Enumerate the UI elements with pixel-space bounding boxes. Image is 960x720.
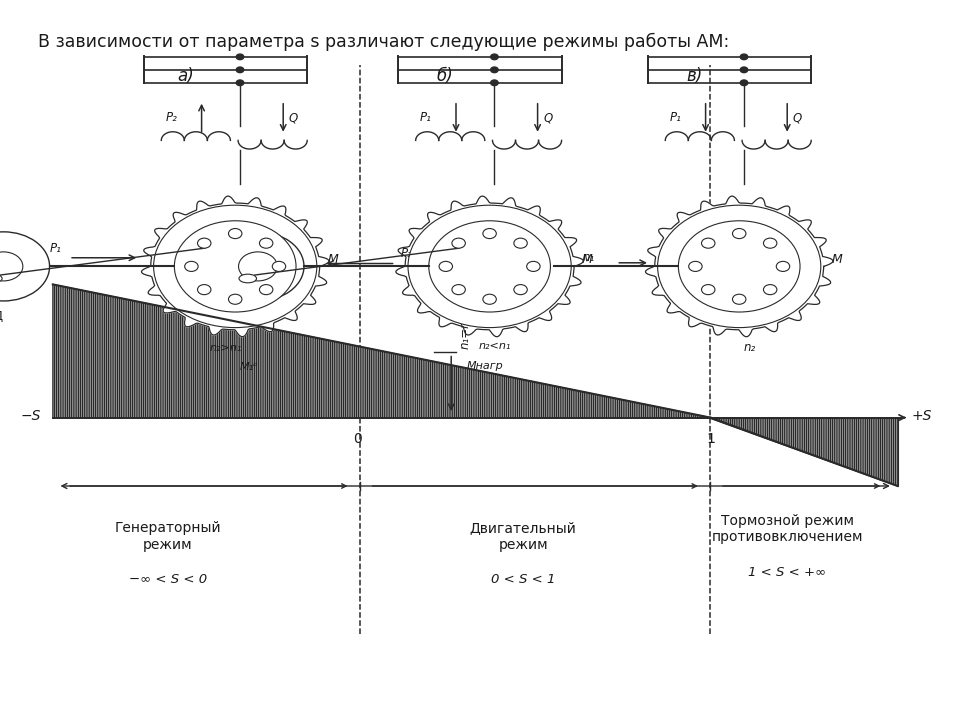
Text: P₁: P₁: [670, 111, 682, 125]
Text: +S: +S: [912, 409, 932, 423]
Ellipse shape: [239, 274, 256, 283]
Circle shape: [238, 252, 277, 281]
Polygon shape: [396, 196, 584, 337]
Circle shape: [212, 232, 304, 301]
Text: Q: Q: [543, 111, 553, 125]
Circle shape: [439, 261, 452, 271]
Text: n₁: n₁: [583, 251, 595, 264]
Text: Q: Q: [793, 111, 803, 125]
Text: 1: 1: [706, 432, 715, 446]
Text: P₂: P₂: [166, 111, 178, 125]
Polygon shape: [710, 418, 898, 486]
Circle shape: [491, 80, 498, 86]
Text: ПД: ПД: [0, 310, 4, 323]
Text: Q: Q: [289, 111, 299, 125]
Polygon shape: [645, 196, 833, 337]
Text: М: М: [582, 253, 592, 266]
Circle shape: [429, 221, 550, 312]
Text: В зависимости от параметра s различают следующие режимы работы АМ:: В зависимости от параметра s различают с…: [38, 32, 730, 50]
Circle shape: [763, 238, 777, 248]
Text: 0 < S < 1: 0 < S < 1: [491, 573, 556, 586]
Text: ИМ: ИМ: [257, 310, 277, 323]
Text: 0: 0: [352, 432, 362, 446]
Circle shape: [236, 80, 244, 86]
Circle shape: [452, 284, 466, 294]
Circle shape: [688, 261, 702, 271]
Circle shape: [527, 261, 540, 271]
Text: М: М: [831, 253, 842, 266]
Text: Двигательный
режим: Двигательный режим: [469, 521, 577, 552]
Circle shape: [740, 54, 748, 60]
Circle shape: [0, 232, 50, 301]
Circle shape: [228, 228, 242, 238]
Circle shape: [236, 67, 244, 73]
Text: в): в): [686, 67, 703, 85]
Text: М: М: [327, 253, 338, 266]
Text: Мнагр: Мнагр: [467, 361, 503, 371]
Text: −S: −S: [21, 409, 41, 423]
Circle shape: [679, 221, 800, 312]
Circle shape: [702, 238, 715, 248]
Circle shape: [702, 284, 715, 294]
Text: −∞ < S < 0: −∞ < S < 0: [129, 573, 207, 586]
Text: б): б): [437, 67, 453, 85]
Circle shape: [408, 205, 571, 328]
Text: Генераторный
режим: Генераторный режим: [114, 521, 222, 552]
Circle shape: [483, 294, 496, 305]
Circle shape: [514, 238, 527, 248]
Circle shape: [732, 294, 746, 305]
Text: а): а): [178, 67, 194, 85]
Circle shape: [236, 54, 244, 60]
Circle shape: [491, 67, 498, 73]
Text: P₂: P₂: [400, 247, 412, 260]
Circle shape: [763, 284, 777, 294]
Circle shape: [198, 238, 211, 248]
Circle shape: [658, 205, 821, 328]
Text: n₂: n₂: [744, 341, 756, 354]
Text: 1 < S < +∞: 1 < S < +∞: [748, 566, 827, 579]
Circle shape: [452, 238, 466, 248]
Polygon shape: [53, 284, 710, 418]
Circle shape: [154, 205, 317, 328]
Circle shape: [259, 284, 273, 294]
Circle shape: [740, 80, 748, 86]
Circle shape: [514, 284, 527, 294]
Circle shape: [0, 252, 23, 281]
Circle shape: [198, 284, 211, 294]
Circle shape: [740, 67, 748, 73]
Circle shape: [483, 228, 496, 238]
Text: P₁: P₁: [420, 111, 432, 125]
Text: n₁=n₂: n₁=n₂: [459, 314, 472, 348]
Circle shape: [228, 294, 242, 305]
Ellipse shape: [0, 274, 2, 283]
Text: Тормозной режим
противовключением: Тормозной режим противовключением: [711, 514, 863, 544]
Circle shape: [184, 261, 198, 271]
Circle shape: [777, 261, 790, 271]
Circle shape: [259, 238, 273, 248]
Circle shape: [491, 54, 498, 60]
Circle shape: [732, 228, 746, 238]
Text: n₂>n₁: n₂>n₁: [209, 343, 242, 353]
Text: P₁: P₁: [50, 242, 61, 255]
Text: n₂<n₁: n₂<n₁: [478, 341, 511, 351]
Circle shape: [273, 261, 286, 271]
Polygon shape: [141, 196, 329, 337]
Text: M₁ᵇ: M₁ᵇ: [240, 362, 259, 372]
Circle shape: [175, 221, 296, 312]
